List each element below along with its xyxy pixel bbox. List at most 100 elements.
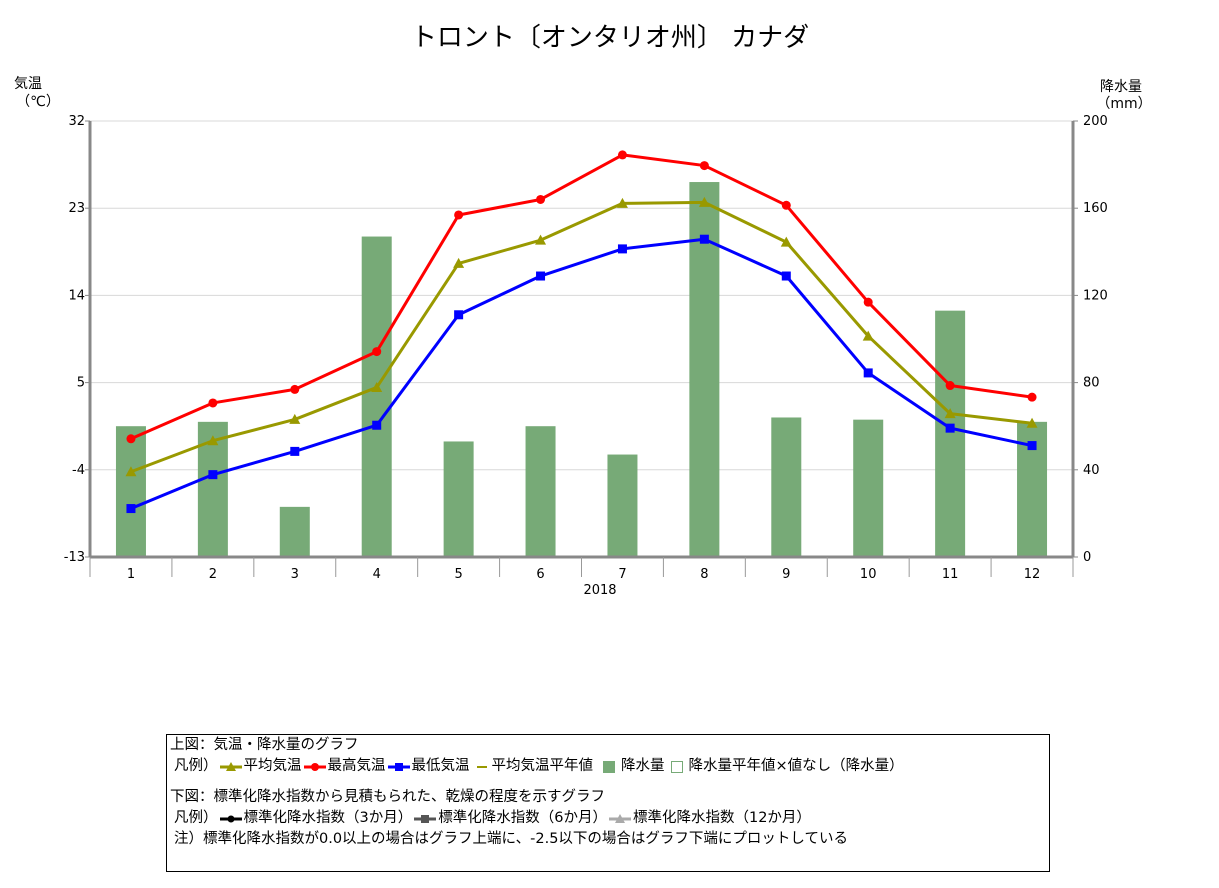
data-point: [208, 398, 218, 408]
right-tick-label: 200: [1083, 114, 1108, 129]
data-point: [945, 381, 955, 391]
legend-lower-row: 凡例） 標準化降水指数（3か月） 標準化降水指数（6か月） 標準化降水指数（12…: [170, 808, 1049, 829]
grid-lines: [90, 120, 1073, 471]
data-point: [126, 434, 136, 444]
precipitation-bar: [607, 454, 638, 557]
data-point: [1026, 417, 1038, 428]
square-line-icon: [387, 762, 410, 771]
empty-bar-swatch-icon: [670, 760, 683, 773]
precipitation-bar: [525, 426, 556, 557]
data-point: [125, 466, 137, 477]
data-point: [536, 194, 546, 204]
series-line: [130, 200, 1033, 474]
data-point: [290, 384, 300, 394]
data-point: [617, 150, 627, 160]
legend-upper-prefix: 凡例）: [174, 758, 218, 774]
x-tick-label: 12: [1024, 567, 1041, 582]
legend-min-label: 最低気温: [411, 758, 470, 774]
data-point: [454, 310, 464, 320]
x-tick-label: 11: [942, 567, 959, 582]
left-tick-label: 5: [77, 376, 85, 391]
precipitation-bar: [935, 310, 966, 557]
black-line-icon: [219, 815, 242, 822]
x-tick-label: 8: [700, 567, 708, 582]
data-point: [1027, 392, 1037, 402]
data-point: [698, 196, 710, 207]
legend-avg-label: 平均気温: [243, 758, 302, 774]
data-point: [616, 197, 628, 208]
data-point: [617, 244, 627, 254]
data-point: [1027, 441, 1037, 451]
precipitation-bars: [115, 182, 1048, 558]
left-axis-title-line2: （℃）: [16, 94, 60, 110]
data-point: [454, 210, 464, 220]
data-point: [944, 408, 956, 419]
legend-no-value-label: ×値なし（降水量）: [775, 758, 904, 774]
data-point: [780, 236, 792, 247]
data-point: [372, 420, 382, 430]
legend-lower-prefix: 凡例）: [174, 810, 218, 826]
legend-spi12-label: 標準化降水指数（12か月）: [632, 810, 811, 826]
right-tick-label: 40: [1083, 463, 1100, 478]
data-point: [781, 271, 791, 281]
data-point: [536, 271, 546, 281]
dash-line-icon: [476, 765, 487, 768]
bar-swatch-icon: [603, 760, 615, 773]
data-point: [371, 381, 383, 392]
x-tick-label: 7: [618, 567, 626, 582]
x-tick-label: 2: [209, 567, 217, 582]
x-tick-label: 6: [536, 567, 544, 582]
precipitation-bar: [361, 236, 392, 558]
legend-note: 注）標準化降水指数が0.0以上の場合はグラフ上端に、-2.5以下の場合はグラフ下…: [174, 831, 848, 847]
data-point: [126, 504, 136, 514]
legend-upper-title: 上図：気温・降水量のグラフ: [170, 737, 359, 753]
right-tick-label: 160: [1083, 201, 1108, 216]
legend-spi3-label: 標準化降水指数（3か月）: [243, 810, 413, 826]
right-axis-title-line2: （mm）: [1096, 96, 1151, 112]
left-tick-label: 23: [68, 201, 85, 216]
legend-lower-title: 下図：標準化降水指数から見積もられた、乾燥の程度を示すグラフ: [170, 789, 605, 805]
right-tick-label: 120: [1083, 288, 1108, 303]
left-tick-label: -13: [64, 550, 85, 565]
series-line: [130, 153, 1033, 441]
precipitation-bar: [771, 417, 802, 557]
legend-avg-normal-label: 平均気温平年値: [491, 758, 594, 774]
data-point: [290, 446, 300, 456]
data-point: [863, 297, 873, 307]
x-tick-label: 5: [454, 567, 462, 582]
x-tick-label: 9: [782, 567, 790, 582]
x-tick-label: 4: [373, 567, 381, 582]
precipitation-bar: [279, 506, 310, 557]
data-point: [289, 413, 301, 424]
data-point: [781, 200, 791, 210]
right-tick-label: 0: [1083, 550, 1091, 565]
data-point: [208, 470, 218, 480]
precipitation-bar: [443, 441, 474, 557]
data-point: [945, 423, 955, 433]
legend-upper-row: 凡例） 平均気温 最高気温 最低気温 平均気温平年値 降水量 降水量平年値 ×値…: [170, 756, 1049, 777]
legend-precip-label: 降水量: [621, 758, 665, 774]
gray-line-icon: [414, 814, 437, 823]
data-point: [453, 257, 465, 268]
left-tick-label: 14: [68, 288, 85, 303]
x-axis-year-label: 2018: [583, 583, 616, 598]
legend-spi6-label: 標準化降水指数（6か月）: [438, 810, 607, 826]
chart-title: トロント〔オンタリオ州〕 カナダ: [411, 23, 809, 53]
legend-precip-normal-label: 降水量平年値: [688, 758, 776, 774]
right-tick-label: 80: [1083, 376, 1100, 391]
x-tick-label: 10: [860, 567, 877, 582]
precipitation-bar: [853, 419, 884, 557]
data-point: [699, 161, 709, 171]
triangle-line-icon: [219, 761, 242, 771]
data-point: [699, 234, 709, 244]
data-point: [207, 435, 219, 446]
temperature-lines: [125, 150, 1038, 514]
circle-line-icon: [303, 762, 326, 771]
legend-box: 上図：気温・降水量のグラフ 凡例） 平均気温 最高気温 最低気温 平均気温平年値…: [166, 734, 1050, 872]
light-gray-line-icon: [608, 813, 631, 823]
data-point: [535, 234, 547, 245]
precipitation-bar: [115, 426, 146, 557]
series-line: [130, 237, 1033, 510]
